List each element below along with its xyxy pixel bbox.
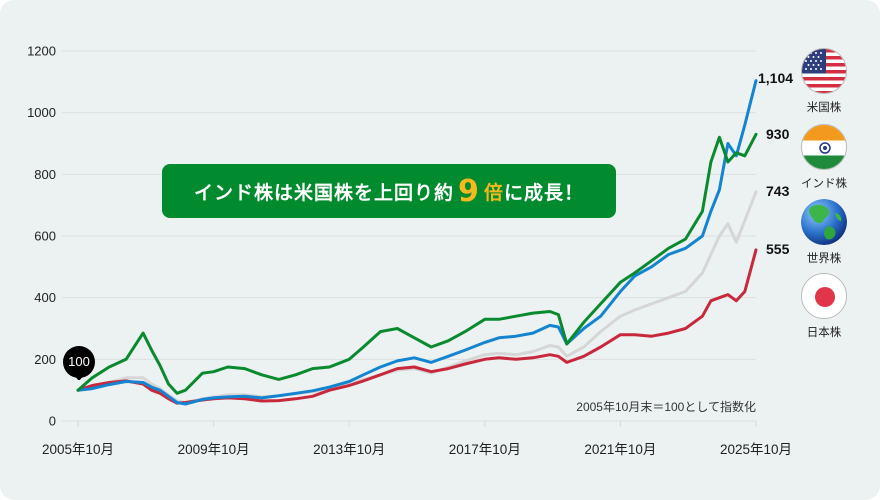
globe-icon bbox=[801, 199, 847, 245]
legend-label-japan: 日本株 bbox=[806, 327, 842, 339]
y-tick-label: 400 bbox=[34, 290, 56, 305]
legend-label-world: 世界株 bbox=[806, 253, 842, 265]
x-tick-label: 2013年10月 bbox=[313, 442, 385, 457]
end-value-japan: 555 bbox=[766, 241, 790, 257]
series-line-india bbox=[76, 132, 758, 395]
legend-item-world: 世界株 bbox=[799, 199, 849, 266]
index-note: 2005年10月末＝100として指数化 bbox=[576, 399, 756, 414]
x-tick-label: 2005年10月 bbox=[42, 442, 114, 457]
legend-label-us: 米国株 bbox=[806, 102, 842, 114]
y-tick-label: 600 bbox=[34, 229, 56, 244]
x-tick-label: 2017年10月 bbox=[449, 442, 521, 457]
india-flag-icon bbox=[801, 124, 847, 170]
banner-multiple: 9 bbox=[458, 173, 480, 209]
legend-item-india: インド株 bbox=[799, 124, 849, 191]
start-value-marker: 100 bbox=[61, 346, 97, 380]
series-lines bbox=[76, 79, 758, 406]
start-value-label: 100 bbox=[68, 354, 90, 369]
y-tick-label: 0 bbox=[49, 414, 56, 429]
y-tick-label: 200 bbox=[34, 352, 56, 367]
marker-bubble-icon bbox=[63, 346, 95, 380]
gridlines bbox=[62, 50, 756, 422]
series-line-japan bbox=[76, 248, 758, 405]
y-tick-label: 1000 bbox=[27, 105, 56, 120]
legend-item-japan: 日本株 bbox=[799, 273, 849, 340]
banner-unit: 倍 bbox=[483, 182, 504, 204]
legend-item-us: 米国株 bbox=[799, 48, 849, 115]
end-value-india: 930 bbox=[766, 126, 790, 142]
legend-label-india: インド株 bbox=[801, 178, 847, 190]
us-flag-icon bbox=[801, 48, 847, 94]
banner-suffix: に成長！ bbox=[503, 182, 584, 204]
y-axis-ticks: 0 200 400 600 800 1000 1200 bbox=[27, 44, 56, 429]
x-tick-label: 2025年10月 bbox=[720, 442, 792, 457]
y-tick-label: 1200 bbox=[27, 44, 56, 59]
y-tick-label: 800 bbox=[34, 167, 56, 182]
x-tick-label: 2021年10月 bbox=[584, 442, 656, 457]
x-axis-ticks: 2005年10月 2009年10月 2013年10月 2017年10月 2021年10月… bbox=[42, 421, 792, 457]
headline-banner: インド株は米国株を上回り約 9 倍 に成長！ bbox=[162, 164, 616, 218]
japan-flag-icon bbox=[801, 273, 847, 319]
end-value-world: 743 bbox=[766, 183, 790, 199]
banner-prefix: インド株は米国株を上回り約 bbox=[194, 182, 455, 204]
series-line-us bbox=[76, 79, 758, 406]
x-tick-label: 2009年10月 bbox=[178, 442, 250, 457]
end-value-us: 1,104 bbox=[758, 70, 794, 86]
